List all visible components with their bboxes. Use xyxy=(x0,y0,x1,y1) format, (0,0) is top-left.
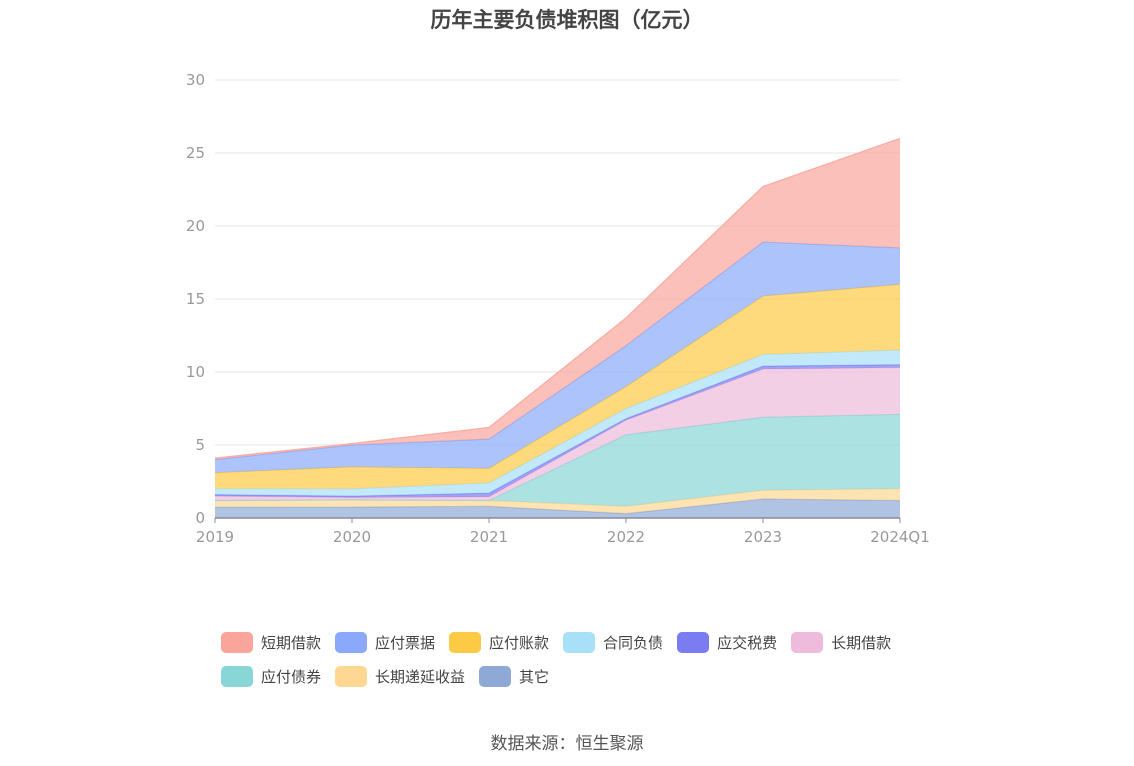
y-tick-label-10: 10 xyxy=(186,363,205,381)
legend-swatch xyxy=(221,631,253,653)
legend-swatch xyxy=(221,665,253,687)
y-tick-label-25: 25 xyxy=(186,144,205,162)
legend-label: 应付账款 xyxy=(489,633,550,652)
x-tick-label-2022: 2022 xyxy=(607,528,645,546)
line-长期借款 xyxy=(214,367,901,499)
legend-swatch xyxy=(449,631,482,653)
legend-swatch xyxy=(563,631,596,653)
legend-label: 合同负债 xyxy=(603,633,664,652)
legend-swatch xyxy=(335,631,368,653)
legend-label: 长期借款 xyxy=(831,633,892,652)
legend-swatch xyxy=(335,665,368,687)
y-tick-label-30: 30 xyxy=(186,71,205,89)
area-应付账款 xyxy=(215,284,900,489)
legend-item-短期借款[interactable]: 短期借款 xyxy=(221,630,321,654)
chart-legend: 短期借款 应付票据 应付账款 合同负债 应交税费 长期借款应付债券 长期递延收益 其它 xyxy=(221,630,941,698)
legend-swatch xyxy=(479,665,512,687)
legend-item-其它[interactable]: 其它 xyxy=(479,664,549,688)
legend-item-应付账款[interactable]: 应付账款 xyxy=(449,630,549,654)
legend-item-应付债券[interactable]: 应付债券 xyxy=(221,664,321,688)
area-应付票据 xyxy=(215,242,900,473)
x-tick-label-2023: 2023 xyxy=(744,528,782,546)
area-合同负债 xyxy=(215,350,900,497)
legend-label: 短期借款 xyxy=(261,633,322,652)
stacked-area-chart: 0 5 10 15 20 25 30 2019 2020 2021 2022 2023 2024Q1 xyxy=(186,71,930,546)
y-tick-label-15: 15 xyxy=(186,290,205,308)
x-tick-label-2020: 2020 xyxy=(333,528,371,546)
area-长期递延收益 xyxy=(215,488,900,514)
x-tick-label-2024Q1: 2024Q1 xyxy=(870,528,930,546)
legend-item-应付票据[interactable]: 应付票据 xyxy=(335,630,435,654)
y-tick-label-5: 5 xyxy=(195,436,205,454)
area-其它 xyxy=(215,499,900,518)
legend-label: 其它 xyxy=(519,667,550,686)
data-source: 数据来源：恒生聚源 xyxy=(490,734,644,754)
area-应付债券 xyxy=(215,414,900,507)
legend-label: 应付债券 xyxy=(261,667,322,686)
legend-item-长期借款[interactable]: 长期借款 xyxy=(791,630,891,654)
area-长期借款 xyxy=(215,367,900,501)
legend-label: 长期递延收益 xyxy=(375,667,466,686)
legend-item-长期递延收益[interactable]: 长期递延收益 xyxy=(335,664,465,688)
y-tick-label-20: 20 xyxy=(186,217,205,235)
legend-label: 应付票据 xyxy=(375,633,436,652)
legend-item-应交税费[interactable]: 应交税费 xyxy=(677,630,777,654)
line-短期借款 xyxy=(214,137,901,459)
x-tick-label-2021: 2021 xyxy=(470,528,508,546)
x-tick-label-2019: 2019 xyxy=(196,528,234,546)
area-短期借款 xyxy=(215,138,900,460)
legend-swatch xyxy=(791,631,824,653)
legend-label: 应交税费 xyxy=(717,633,778,652)
legend-swatch xyxy=(677,631,710,653)
y-tick-label-0: 0 xyxy=(195,509,205,527)
legend-item-合同负债[interactable]: 合同负债 xyxy=(563,630,663,654)
chart-title: 历年主要负债堆积图（亿元） xyxy=(430,8,704,32)
